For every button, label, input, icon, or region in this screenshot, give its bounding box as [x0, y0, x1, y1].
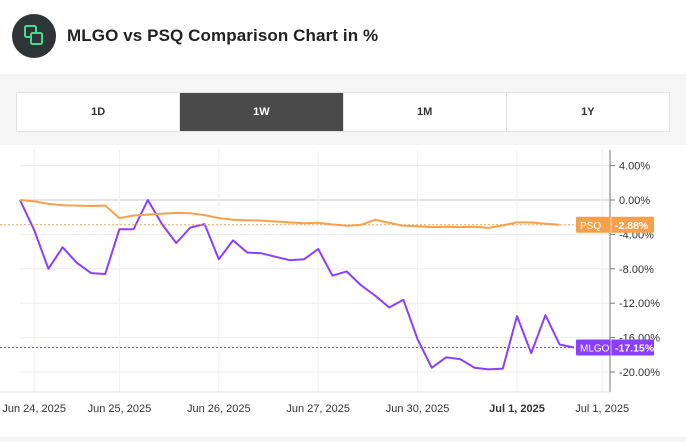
series-name-label-mlgo: MLGO — [580, 343, 610, 354]
tab-1w[interactable]: 1W — [180, 93, 344, 131]
chart-area: 4.00% 0.00% -4.00% -8.00% -12.00% -16.00% -20.… — [0, 145, 686, 437]
chart-header: MLGO vs PSQ Comparison Chart in % — [0, 0, 686, 74]
series-name-label-psq: PSQ — [580, 221, 601, 232]
tab-1m[interactable]: 1M — [344, 93, 507, 131]
series-line-mlgo — [19, 199, 575, 371]
y-tick-label: -8.00% — [619, 264, 654, 276]
tab-1d[interactable]: 1D — [17, 93, 181, 131]
comparison-line-chart: 4.00%0.00%-4.00%-8.00%-12.00%-16.00%-20.… — [0, 150, 660, 415]
x-tick-label: Jun 26, 2025 — [187, 403, 251, 415]
y-tick-label: 0.00% — [619, 195, 650, 207]
y-tick-label: -20.00% — [619, 367, 660, 379]
x-tick-label: Jul 1, 2025 — [575, 403, 629, 415]
tab-1y[interactable]: 1Y — [581, 106, 595, 118]
series-last-value-psq: -2.88% — [615, 220, 649, 232]
copy-squares-icon — [12, 14, 56, 58]
chart-title: MLGO vs PSQ Comparison Chart in % — [67, 26, 379, 45]
x-tick-label: Jun 27, 2025 — [286, 403, 350, 415]
y-tick-label: 4.00% — [619, 161, 650, 173]
x-tick-label: Jun 25, 2025 — [88, 403, 152, 415]
x-tick-label: Jul 1, 2025 — [489, 403, 545, 415]
last-value-badge-mlgo — [576, 339, 654, 356]
series-line-psq — [19, 199, 560, 229]
last-value-badge-psq — [576, 216, 654, 233]
x-tick-label: Jun 24, 2025 — [2, 403, 66, 415]
timeframe-tabs: 1D 1W 1M 1Y — [16, 92, 670, 132]
series-last-value-mlgo: -17.15% — [615, 342, 655, 354]
x-tick-label: Jun 30, 2025 — [386, 403, 450, 415]
y-tick-label: -12.00% — [619, 298, 660, 310]
